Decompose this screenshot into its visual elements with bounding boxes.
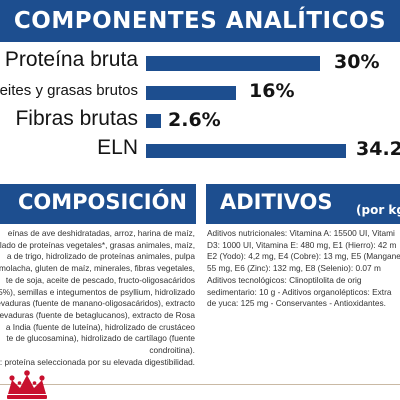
row-label-protein: Proteína bruta xyxy=(4,48,138,71)
row-label-fiber: Fibras brutas xyxy=(15,107,138,130)
additives-line: sedimentario: 10 g - Aditivos organolépt… xyxy=(207,286,392,297)
composition-line: emolacha, gluten de maíz, minerales, fib… xyxy=(0,263,195,274)
additives-header: ADITIVOS (por kg xyxy=(206,184,400,224)
additives-title: ADITIVOS xyxy=(220,190,333,214)
bar-fat xyxy=(146,86,236,100)
additives-line: E2 (Yodo): 4,2 mg, E4 (Cobre): 13 mg, E5… xyxy=(207,251,400,262)
composition-line: a India (fuente de luteína), hidrolizado… xyxy=(5,321,195,332)
additives-line: Aditivos nutricionales: Vitamina A: 1550… xyxy=(207,228,395,238)
composition-line: te de soja, aceite de pescado, fructo-ol… xyxy=(5,274,195,285)
additives-subtitle: (por kg xyxy=(356,203,400,217)
composition-line: condroitina). xyxy=(149,345,195,356)
composition-footnote: *: proteína seleccionada por su elevada … xyxy=(0,356,195,367)
composition-line: evaduras (fuente de manano-oligosacárido… xyxy=(0,298,195,309)
composition-text: eínas de ave deshidratadas, arroz, harin… xyxy=(0,228,195,368)
value-protein: 30% xyxy=(334,51,380,73)
composition-line: olado de proteínas vegetales*, grasas an… xyxy=(0,239,195,250)
additives-line: de yuca: 125 mg - Conservantes - Antioxi… xyxy=(207,298,386,309)
value-eln: 34.2 xyxy=(356,138,400,160)
composition-header: COMPOSICIÓN xyxy=(0,184,196,224)
row-label-fat: eites y grasas brutos xyxy=(0,82,138,99)
bottom-divider xyxy=(0,384,400,385)
additives-line: D3: 1000 UI, Vitamina E: 480 mg, E1 (Hie… xyxy=(207,239,397,250)
composition-line: a de trigo, hidrolizado de proteínas ani… xyxy=(6,251,195,262)
additives-line: 55 mg, E6 (Zinc): 132 mg, E8 (Selenio): … xyxy=(207,263,381,274)
row-label-eln: ELN xyxy=(97,136,138,159)
composition-line: te de glucosamina), hidrolizado de cartí… xyxy=(6,333,195,344)
composition-line: 5%), semillas e integumentos de psyllium… xyxy=(0,286,195,297)
composition-title: COMPOSICIÓN xyxy=(18,190,187,214)
crown-logo-icon xyxy=(7,370,47,399)
bar-eln xyxy=(146,144,346,158)
analytic-components-title: COMPONENTES ANALÍTICOS xyxy=(0,0,400,42)
bar-fiber xyxy=(146,114,161,128)
value-fiber: 2.6% xyxy=(168,109,221,131)
composition-line: evaduras (fuente de betaglucanos), extra… xyxy=(0,309,195,320)
additives-text: Aditivos nutricionales: Vitamina A: 1550… xyxy=(207,228,400,310)
composition-line: eínas de ave deshidratadas, arroz, harin… xyxy=(7,228,195,238)
value-fat: 16% xyxy=(249,80,295,102)
bar-protein xyxy=(146,56,320,71)
additives-line: Aditivos tecnológicos: Clinoptilolita de… xyxy=(207,274,362,285)
